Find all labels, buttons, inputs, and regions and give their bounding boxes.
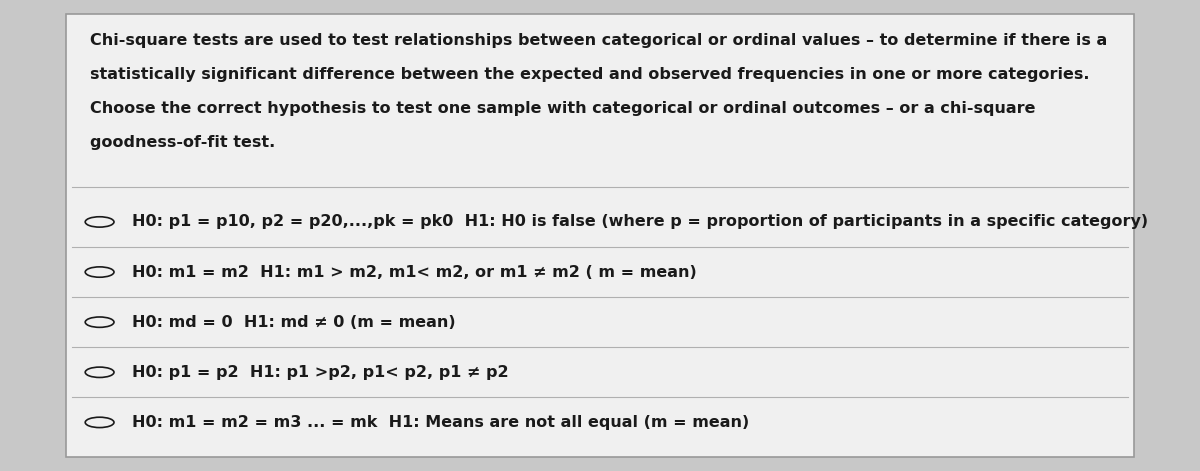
- Text: goodness-of-fit test.: goodness-of-fit test.: [90, 135, 275, 150]
- Text: statistically significant difference between the expected and observed frequenci: statistically significant difference bet…: [90, 67, 1090, 82]
- Text: H0: m1 = m2 = m3 ... = mk  H1: Means are not all equal (m = mean): H0: m1 = m2 = m3 ... = mk H1: Means are …: [132, 415, 749, 430]
- Text: H0: p1 = p10, p2 = p20,...,pk = pk0  H1: H0 is false (where p = proportion of pa: H0: p1 = p10, p2 = p20,...,pk = pk0 H1: …: [132, 214, 1148, 229]
- Text: Choose the correct hypothesis to test one sample with categorical or ordinal out: Choose the correct hypothesis to test on…: [90, 101, 1036, 116]
- Text: H0: p1 = p2  H1: p1 >p2, p1< p2, p1 ≠ p2: H0: p1 = p2 H1: p1 >p2, p1< p2, p1 ≠ p2: [132, 365, 509, 380]
- Text: Chi-square tests are used to test relationships between categorical or ordinal v: Chi-square tests are used to test relati…: [90, 33, 1108, 48]
- Text: H0: m1 = m2  H1: m1 > m2, m1< m2, or m1 ≠ m2 ( m = mean): H0: m1 = m2 H1: m1 > m2, m1< m2, or m1 ≠…: [132, 265, 697, 280]
- Text: H0: md = 0  H1: md ≠ 0 (m = mean): H0: md = 0 H1: md ≠ 0 (m = mean): [132, 315, 456, 330]
- FancyBboxPatch shape: [66, 14, 1134, 457]
